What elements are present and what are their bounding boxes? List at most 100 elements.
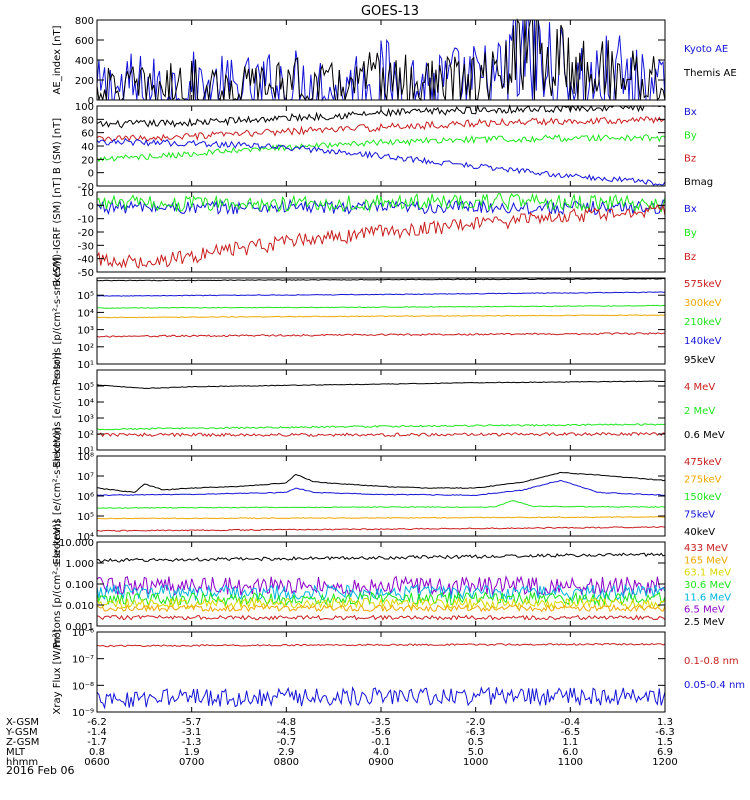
y-tick-label: 10⁻⁶	[72, 628, 94, 639]
legend-entry: 11.6 MeV	[684, 592, 731, 603]
legend-entry: Bz	[684, 154, 696, 165]
x-tick-label: -4.8	[277, 717, 297, 728]
y-tick-label: 100	[75, 102, 94, 113]
y-tick-label: 10²	[77, 343, 94, 354]
legend-entry: 210keV	[684, 317, 722, 328]
legend-entry: 433 MeV	[684, 543, 728, 554]
y-tick-label: 10⁻⁷	[72, 655, 94, 666]
x-axis-table: X-GSM -6.2 -5.7 -4.8 -3.5 -2.0 -0.4 1.3 Y-GSM -1.…	[5, 717, 678, 768]
panel-electrons_kev: 10⁴ 10⁵ 10⁶ 10⁷ 10⁸ Electrons [e/(cm²-s-sr-ke…	[52, 427, 722, 564]
legend-entry: 140keV	[684, 336, 722, 347]
y-tick-label: 60	[81, 129, 94, 140]
series-line-2-5-mev	[96, 552, 666, 563]
y-tick-label: 10⁵	[77, 382, 94, 393]
legend-entry: 30.6 MeV	[684, 580, 731, 591]
legend-entry: Bmag	[684, 177, 713, 188]
y-tick-label: 200	[75, 76, 94, 87]
series-line-150kev	[96, 500, 666, 509]
legend-entry: 4 MeV	[684, 382, 715, 393]
y-tick-label: 800	[75, 16, 94, 27]
y-tick-label: 400	[75, 56, 94, 67]
y-axis-label: AE_index [nT]	[52, 25, 63, 94]
legend-entry: Bz	[684, 252, 696, 263]
y-tick-label: 0.001	[65, 622, 94, 633]
x-tick-label: -3.1	[182, 727, 202, 738]
panel-frame	[96, 455, 666, 537]
series-line-475kev	[96, 526, 666, 532]
series-line-kyoto-ae	[96, 19, 666, 102]
y-tick-label: -30	[78, 241, 94, 252]
y-tick-label: 0	[88, 96, 94, 107]
y-tick-label: 20	[81, 155, 94, 166]
x-tick-label: -1.4	[87, 727, 107, 738]
y-tick-label: 10¹	[77, 446, 94, 457]
legend-entry: 165 MeV	[684, 555, 728, 566]
legend-entry: 0.05-0.4 nm	[684, 680, 745, 691]
legend-entry: By	[684, 228, 697, 239]
panel-frame	[96, 105, 666, 187]
series-line-themis-ae	[96, 18, 666, 102]
legend-entry: 150keV	[684, 492, 722, 503]
series-line-bz	[96, 203, 666, 269]
series-line-275kev	[96, 516, 665, 520]
legend-entry: 2 MeV	[684, 406, 715, 417]
y-tick-label: 1.000	[65, 559, 94, 570]
series-line-140kev	[96, 291, 665, 297]
y-tick-label: 10	[81, 188, 94, 199]
x-tick-label: -0.1	[371, 737, 391, 748]
series-line-0-1-0-8-nm	[96, 642, 666, 648]
y-axis-label: Electrons [e/(cm²-s-sr-keV)]	[52, 427, 63, 564]
series-line-575kev	[96, 332, 666, 338]
series-line-4-mev	[96, 431, 666, 438]
x-tick-label: 1.1	[562, 737, 578, 748]
y-tick-label: 10⁵	[77, 512, 94, 523]
legend-entry: By	[684, 130, 697, 141]
y-tick-label: 10¹	[77, 360, 94, 371]
legend-entry: 2.5 MeV	[684, 617, 725, 628]
panel-electrons_mev: 10¹ 10² 10³ 10⁴ 10⁵ Electrons [e/(cm²-s-sr)] 4…	[52, 352, 725, 468]
x-tick-label: -6.2	[87, 717, 107, 728]
legend-entry: 0.6 MeV	[684, 430, 725, 441]
x-tick-label: -6.3	[466, 727, 486, 738]
x-tick-label: 1200	[652, 757, 677, 768]
series-line-75kev	[96, 479, 666, 497]
series-line-2-mev	[96, 423, 666, 431]
x-tick-label: 2.9	[278, 747, 294, 758]
x-tick-label: -1.3	[182, 737, 202, 748]
y-tick-label: 80	[81, 115, 94, 126]
legend-entry: 275keV	[684, 475, 722, 486]
legend-entry: Themis AE	[683, 68, 737, 79]
x-tick-label: 1100	[558, 757, 583, 768]
x-tick-label: 0700	[179, 757, 204, 768]
x-tick-label: -5.6	[371, 727, 391, 738]
y-tick-label: 10³	[77, 414, 94, 425]
y-tick-label: 0	[88, 201, 94, 212]
x-tick-label: 1.3	[657, 717, 673, 728]
y-tick-label: -40	[78, 255, 94, 266]
x-row-label: hhmm	[6, 757, 38, 768]
legend-entry: 575keV	[684, 279, 722, 290]
legend-entry: 75keV	[684, 510, 715, 521]
legend-entry: Bx	[684, 204, 697, 215]
y-tick-label: 10⁴	[77, 308, 94, 319]
x-row-label: MLT	[6, 747, 26, 758]
x-tick-label: 0900	[368, 757, 393, 768]
y-tick-label: 10²	[77, 430, 94, 441]
y-tick-label: 10³	[77, 326, 94, 337]
x-tick-label: -4.5	[277, 727, 297, 738]
panel-bigrf: -50 -40 -30 -20 -10 0 10 B (SM)-IGRF (SM) [nT] B…	[52, 177, 697, 286]
y-tick-label: 10⁷	[77, 472, 94, 483]
y-axis-label: Electrons [e/(cm²-s-sr)]	[52, 352, 63, 468]
panel-protons_low: 10¹ 10² 10³ 10⁴ 10⁵ Protons [p/(cm²-s-sr-keV)…	[52, 257, 722, 385]
x-tick-label: -1.7	[87, 737, 107, 748]
series-line-bz	[96, 116, 666, 143]
y-tick-label: 10⁴	[77, 532, 94, 543]
y-axis-label: B (SM) [nT]	[52, 118, 63, 174]
series-line-210kev	[97, 304, 666, 309]
x-row-label: X-GSM	[6, 717, 39, 728]
x-row-label: Y-GSM	[5, 727, 38, 738]
y-tick-label: 10⁻⁹	[72, 708, 94, 719]
legend-entry: Bx	[684, 107, 697, 118]
